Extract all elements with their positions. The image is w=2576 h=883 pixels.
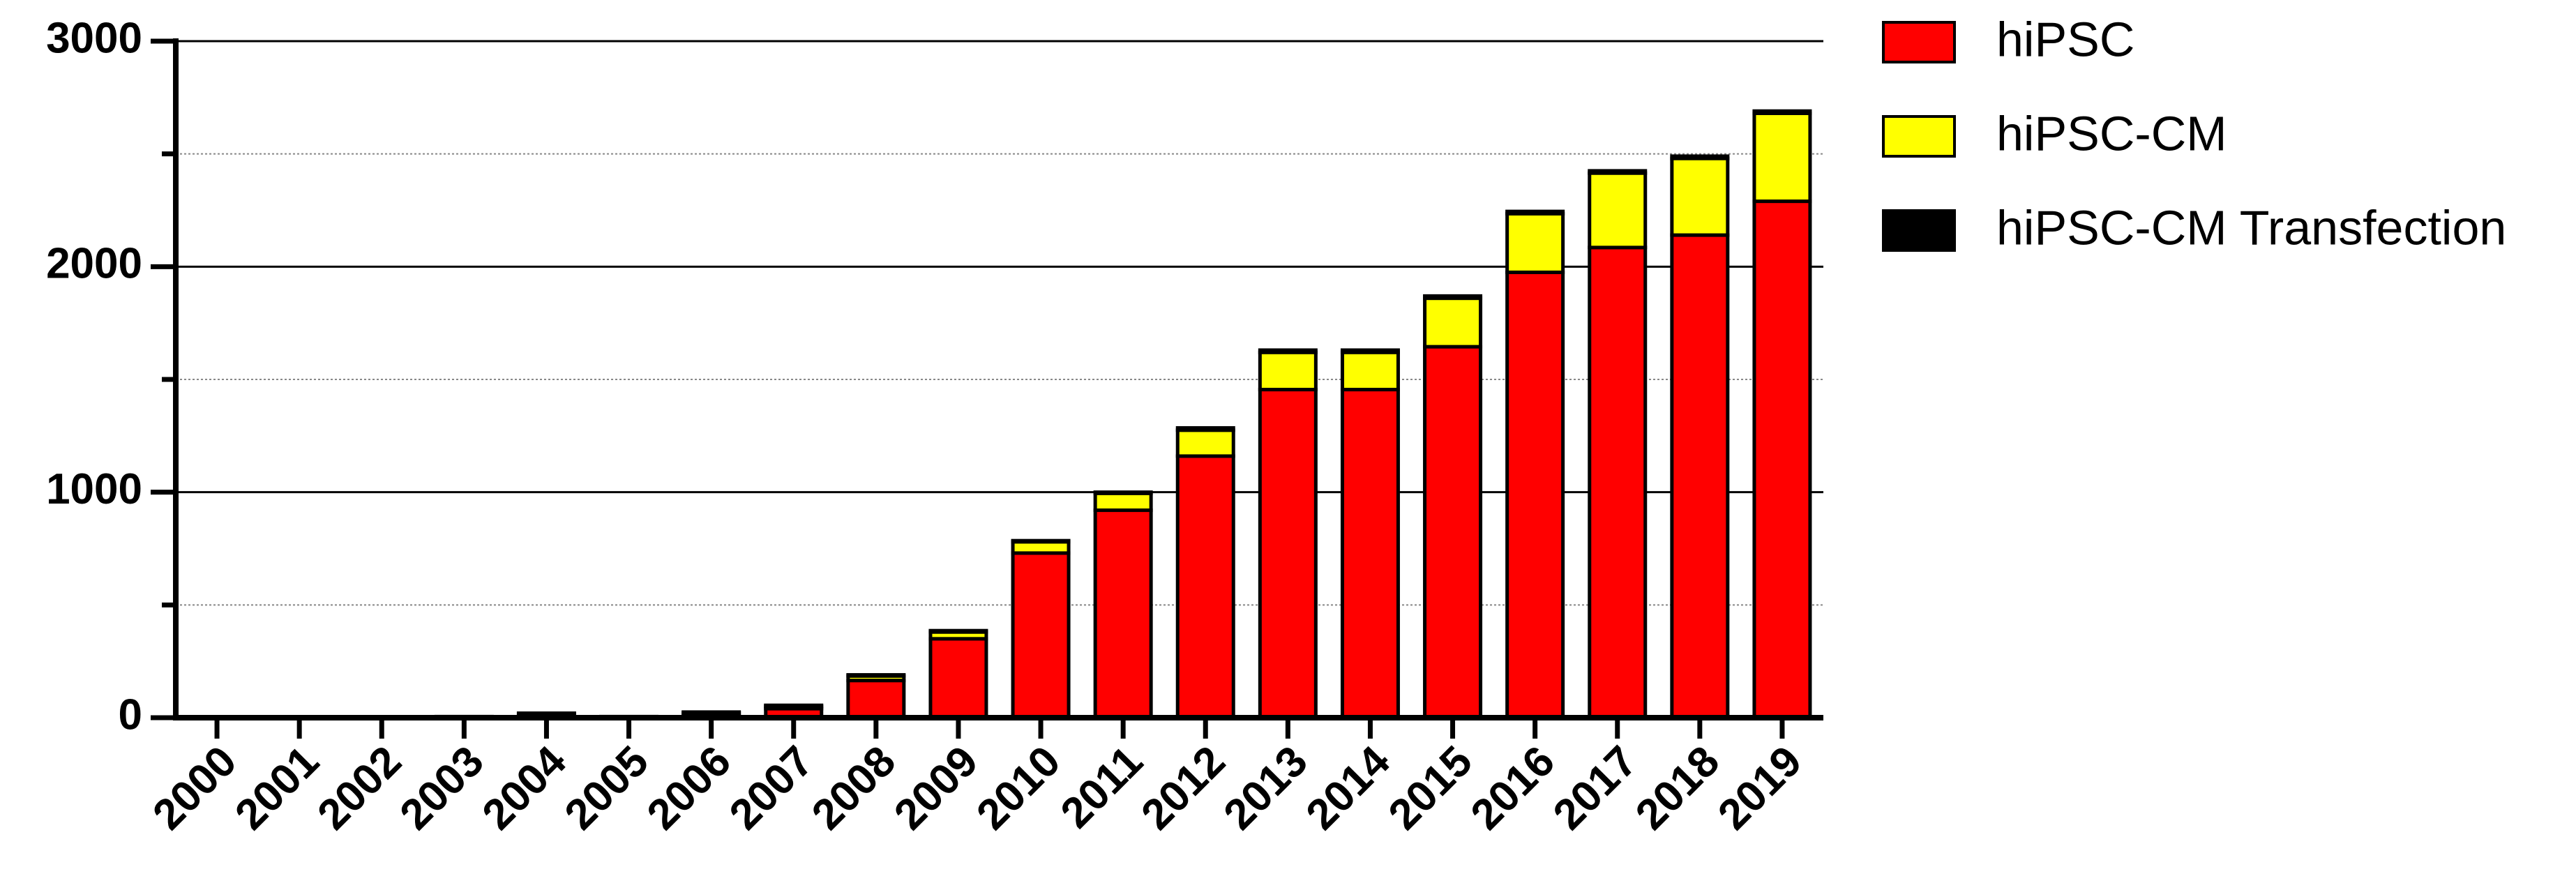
x-tick-label: 2011 <box>1052 737 1152 838</box>
legend-label: hiPSC-CM Transfection <box>1996 200 2506 255</box>
legend-swatch <box>1882 21 1956 63</box>
bar-segment <box>1423 296 1483 349</box>
bar-segment <box>928 628 988 634</box>
y-tick-label: 1000 <box>46 465 142 513</box>
bar-segment <box>1011 538 1071 544</box>
x-tick-label: 2012 <box>1132 737 1234 839</box>
x-tick-label: 2007 <box>721 737 822 839</box>
bar-segment <box>1505 209 1565 216</box>
x-tick-label: 2005 <box>556 737 658 839</box>
x-tick-label: 2014 <box>1297 737 1400 839</box>
x-tick-label: 2009 <box>885 737 987 839</box>
bar-segment <box>1505 270 1565 720</box>
bar-segment <box>1588 169 1648 175</box>
bar-segment <box>1752 199 1812 720</box>
bar-segment <box>1423 294 1483 301</box>
bar-segment <box>1588 171 1648 250</box>
y-tick-label: 2000 <box>46 240 142 288</box>
x-tick-label: 2017 <box>1544 737 1646 839</box>
bar-segment <box>1093 491 1153 513</box>
x-tick-label: 2010 <box>967 737 1069 839</box>
legend-swatch <box>1882 115 1956 158</box>
bar-segment <box>1093 508 1153 720</box>
bar-segment <box>1588 246 1648 720</box>
y-tick-label: 0 <box>119 690 142 739</box>
bar-segment <box>1258 348 1318 354</box>
bar-segment <box>1258 350 1318 392</box>
bar-segment <box>1423 345 1483 720</box>
bar-segment <box>928 637 988 720</box>
bar-segment <box>846 673 906 678</box>
bar-segment <box>846 679 906 720</box>
bar-segment <box>681 710 741 716</box>
bar-segment <box>1340 348 1400 354</box>
bar-segment <box>1752 111 1812 204</box>
x-tick-label: 2008 <box>803 737 905 839</box>
x-tick-label: 2006 <box>638 737 740 839</box>
x-tick-label: 2001 <box>226 737 328 839</box>
y-tick-label: 3000 <box>46 14 142 62</box>
bar-segment <box>1093 490 1153 495</box>
bar-segment <box>1505 211 1565 274</box>
x-tick-label: 2015 <box>1380 737 1482 839</box>
bar-segment <box>1175 428 1235 458</box>
bar-segment <box>764 703 824 709</box>
bar-segment <box>1670 156 1730 237</box>
bar-segment <box>1752 109 1812 115</box>
x-tick-label: 2004 <box>474 737 576 839</box>
bar-segment <box>1258 388 1318 720</box>
x-tick-label: 2002 <box>308 737 410 839</box>
x-tick-label: 2016 <box>1462 737 1564 839</box>
bar-segment <box>516 711 576 716</box>
x-tick-label: 2000 <box>144 737 246 839</box>
bar-segment <box>1175 454 1235 720</box>
legend-label: hiPSC-CM <box>1996 106 2227 160</box>
x-tick-label: 2003 <box>391 737 493 839</box>
x-tick-label: 2019 <box>1709 737 1811 839</box>
bar-segment <box>1340 350 1400 392</box>
legend-swatch <box>1882 209 1956 252</box>
bar-segment <box>1340 388 1400 720</box>
x-tick-label: 2018 <box>1627 737 1728 839</box>
bar-segment <box>1175 426 1235 432</box>
bar-segment <box>1011 551 1071 720</box>
legend-label: hiPSC <box>1996 12 2134 66</box>
x-tick-label: 2013 <box>1215 737 1317 839</box>
bar-segment <box>1670 233 1730 720</box>
bar-segment <box>1670 154 1730 160</box>
